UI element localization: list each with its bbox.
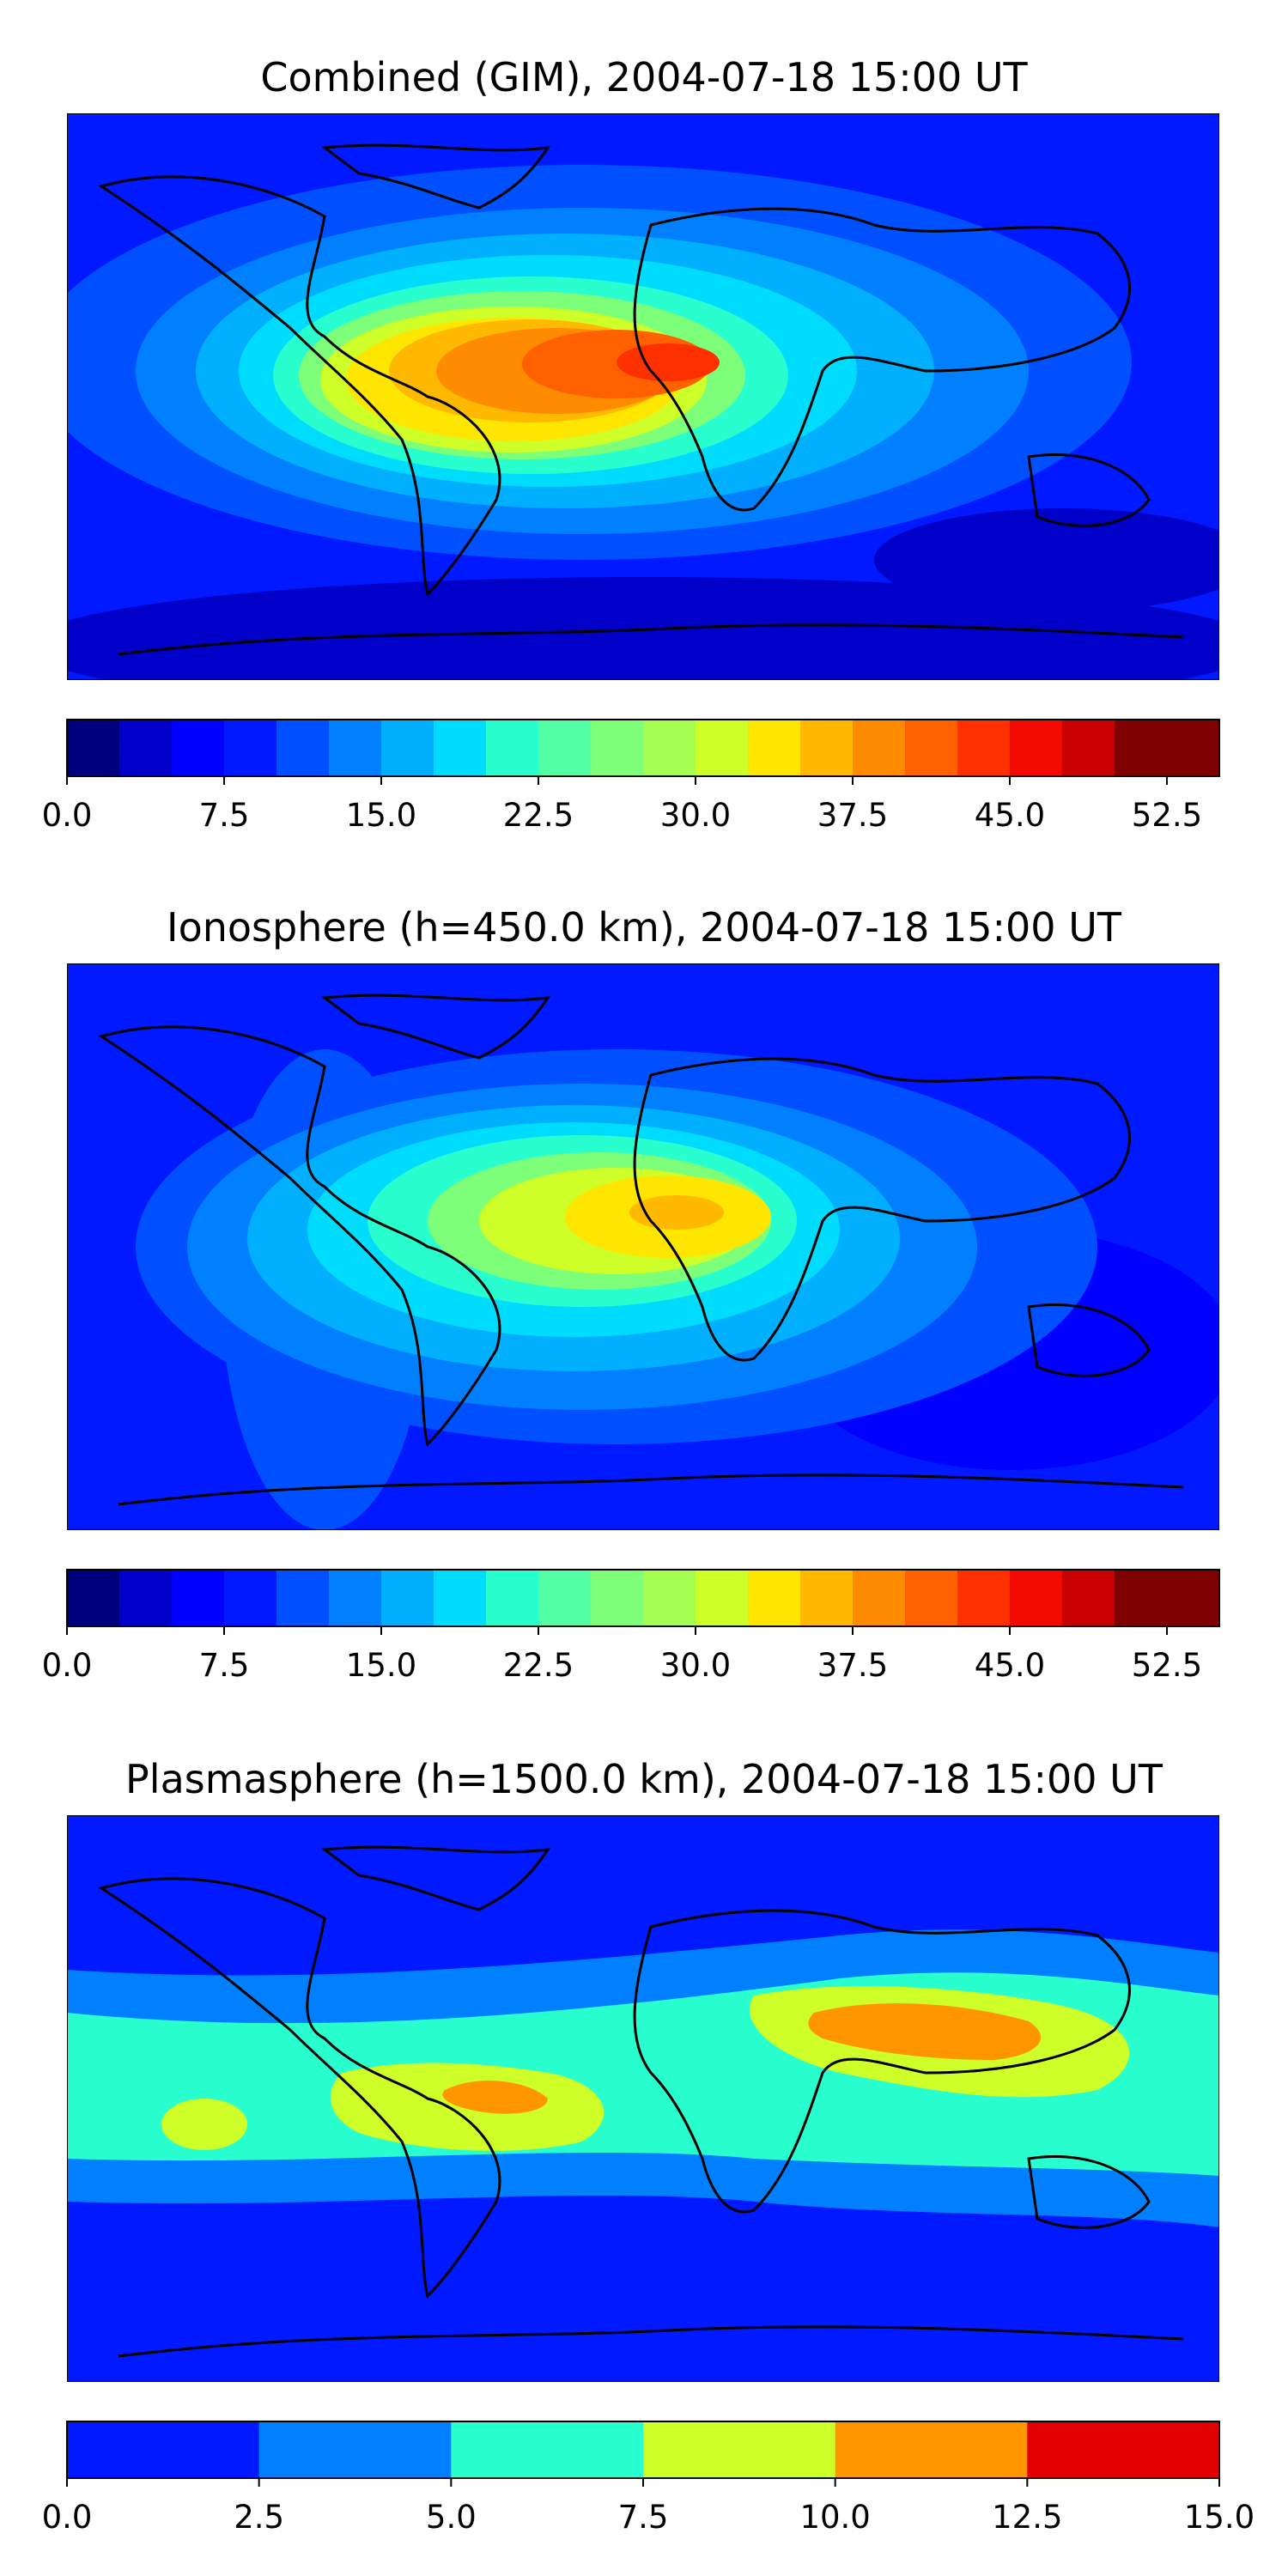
colorbar-tick-label: 12.5 [992, 2499, 1063, 2536]
colorbar-segment [329, 1570, 382, 1626]
colorbar-segment [119, 720, 173, 776]
colorbar-segment [172, 1570, 225, 1626]
colorbar-segment [853, 720, 906, 776]
colorbar-segment [835, 2421, 1028, 2478]
colorbar-segment [643, 720, 696, 776]
colorbar-tick-label: 10.0 [799, 2499, 871, 2536]
colorbar-segment [643, 2421, 836, 2478]
colorbar-segment [1010, 1570, 1063, 1626]
colorbar-tick-label: 30.0 [659, 1647, 732, 1684]
colorbar-segment [905, 1570, 958, 1626]
colorbar-segment [486, 1570, 539, 1626]
colorbar-segment [1115, 720, 1168, 776]
colorbar-segment [67, 720, 120, 776]
colorbar-segment [1027, 2421, 1220, 2478]
colorbar-tick-label: 0.0 [41, 1647, 93, 1684]
colorbar-segment [1062, 1570, 1115, 1626]
colorbar-segment [1167, 720, 1220, 776]
colorbar-segment [748, 720, 801, 776]
colorbar-segment [486, 720, 539, 776]
colorbar-segment [591, 1570, 644, 1626]
colorbar-tick-label: 7.5 [198, 797, 250, 834]
colorbar-tick-label: 15.0 [345, 797, 417, 834]
colorbar-tick-label: 7.5 [617, 2499, 669, 2536]
colorbar-segment [538, 720, 592, 776]
colorbar-tick-label: 15.0 [345, 1647, 417, 1684]
colorbar-segment [434, 720, 487, 776]
colorbar-segment [800, 1570, 854, 1626]
colorbar-tick-label: 45.0 [974, 797, 1046, 834]
colorbar-segment [591, 720, 644, 776]
colorbar-segment [643, 1570, 696, 1626]
colorbar-tick-label: 0.0 [41, 797, 93, 834]
colorbar: 0.0 2.5 5.0 7.5 10.0 12.5 15.0 [42, 2421, 1255, 2536]
colorbar-tick-label: 22.5 [502, 1647, 574, 1684]
colorbar-segment [172, 720, 225, 776]
colorbar-segment [957, 1570, 1011, 1626]
colorbar-segment [329, 720, 382, 776]
colorbar: 0.0 7.5 15.0 22.5 30.0 37.5 45.0 52.5 [42, 1569, 1220, 1684]
colorbar-segment [748, 1570, 801, 1626]
tec-map [67, 1815, 1219, 2382]
colorbar-tick-label: 37.5 [817, 1647, 889, 1684]
colorbar-tick-label: 5.0 [425, 2499, 477, 2536]
colorbar-tick-label: 52.5 [1131, 797, 1203, 834]
colorbar-segment [381, 1570, 434, 1626]
colorbar-tick-label: 2.5 [234, 2499, 285, 2536]
colorbar-tick-label: 15.0 [1183, 2499, 1255, 2536]
colorbar-segment [1115, 1570, 1168, 1626]
colorbar-segment [853, 1570, 906, 1626]
colorbar-tick-label: 37.5 [817, 797, 889, 834]
colorbar-tick-label: 45.0 [974, 1647, 1046, 1684]
tec-map [67, 963, 1219, 1530]
panel-title: Combined (GIM), 2004-07-18 15:00 UT [260, 54, 1028, 100]
tec-map [67, 113, 1219, 680]
colorbar-segment [67, 1570, 120, 1626]
colorbar-segment [1062, 720, 1115, 776]
panel-title: Plasmasphere (h=1500.0 km), 2004-07-18 1… [125, 1756, 1163, 1802]
colorbar-segment [538, 1570, 592, 1626]
colorbar-frame [66, 1569, 1220, 1627]
colorbar-tick-label: 0.0 [41, 2499, 93, 2536]
colorbar-tick-label: 52.5 [1131, 1647, 1203, 1684]
colorbar-segment [905, 720, 958, 776]
colorbar-segment [434, 1570, 487, 1626]
colorbar-segment [957, 720, 1011, 776]
colorbar-tick-label: 30.0 [659, 797, 732, 834]
colorbar-frame [66, 719, 1220, 777]
colorbar-tick-label: 7.5 [198, 1647, 250, 1684]
colorbar-segment [1010, 720, 1063, 776]
colorbar-segment [696, 720, 749, 776]
colorbar-segment [1167, 1570, 1220, 1626]
colorbar-segment [119, 1570, 173, 1626]
colorbar-segment [276, 720, 330, 776]
colorbar-segment [696, 1570, 749, 1626]
colorbar-segment [224, 1570, 277, 1626]
colorbar-segment [451, 2421, 644, 2478]
colorbar-tick-label: 22.5 [502, 797, 574, 834]
colorbar-segment [800, 720, 854, 776]
colorbar-segment [67, 2421, 260, 2478]
colorbar-segment [258, 2421, 452, 2478]
panel-title: Ionosphere (h=450.0 km), 2004-07-18 15:0… [167, 904, 1121, 951]
colorbar-segment [276, 1570, 330, 1626]
colorbar: 0.0 7.5 15.0 22.5 30.0 37.5 45.0 52.5 [42, 719, 1220, 834]
colorbar-segment [224, 720, 277, 776]
colorbar-segment [381, 720, 434, 776]
